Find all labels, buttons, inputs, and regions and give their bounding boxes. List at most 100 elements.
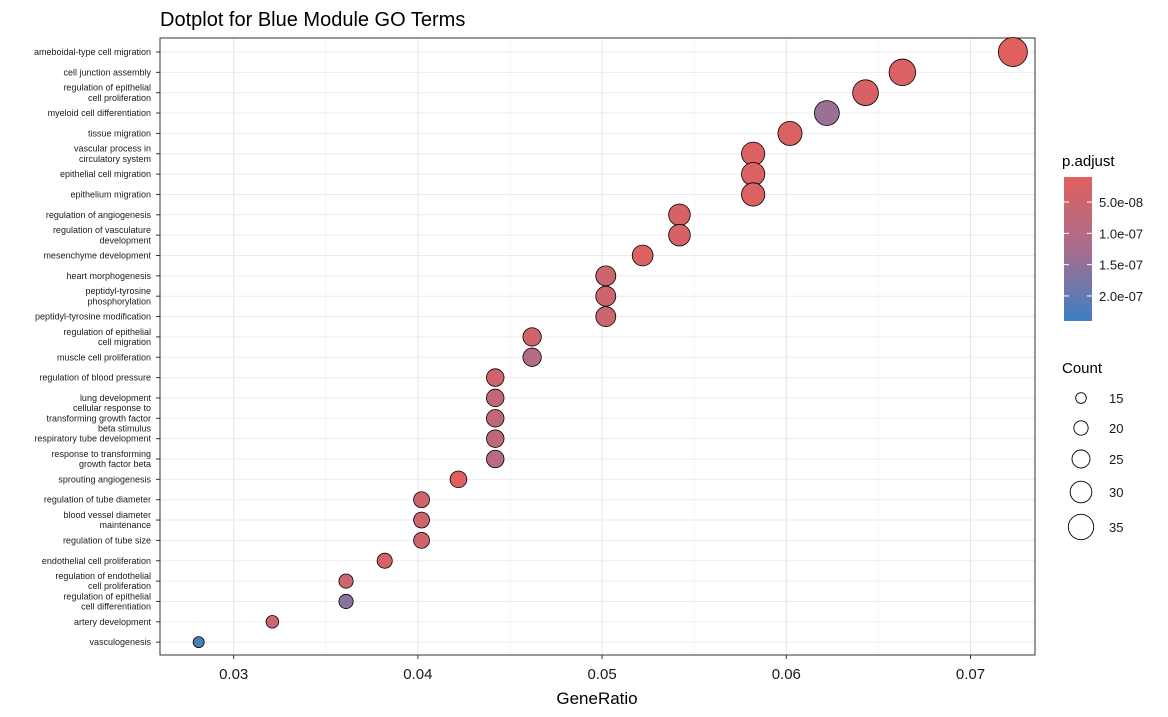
y-tick-label-line: development: [99, 235, 151, 245]
y-tick-label-line: cell junction assembly: [63, 67, 151, 77]
size-legend-circle: [1073, 420, 1089, 436]
x-axis-title: GeneRatio: [556, 689, 637, 708]
y-tick-label-line: transforming growth factor: [46, 413, 151, 423]
y-tick-label-line: regulation of epithelial: [63, 327, 151, 337]
data-point: [595, 265, 617, 287]
color-legend-label: 1.0e-07: [1099, 226, 1143, 241]
data-point: [668, 223, 691, 247]
data-point: [741, 182, 766, 207]
data-point: [338, 573, 354, 589]
y-tick-label: regulation of epithelial cell proliferati…: [63, 83, 151, 103]
data-point: [413, 511, 430, 529]
data-point: [997, 37, 1028, 67]
y-tick-label-line: heart morphogenesis: [66, 271, 151, 281]
size-legend-label: 20: [1109, 421, 1123, 436]
y-tick-label: response to transforming growth factor be…: [51, 449, 151, 469]
data-point: [486, 449, 505, 469]
y-tick-label: regulation of tube size: [63, 535, 151, 545]
y-tick-label-line: growth factor beta: [79, 459, 151, 469]
y-tick-label: mesenchyme development: [43, 251, 151, 261]
x-tick-label: 0.05: [588, 666, 617, 683]
y-tick-label-line: endothelial cell proliferation: [42, 556, 151, 566]
data-point: [595, 306, 617, 327]
y-tick-label-line: phosphorylation: [87, 296, 151, 306]
color-legend-ticks: 5.0e-08 1.0e-07 1.5e-07 2.0e-07: [1064, 195, 1143, 304]
y-tick-label: regulation of endothelial cell proliferat…: [55, 571, 151, 591]
y-tick-label-line: cell migration: [98, 337, 151, 347]
y-tick-label-line: maintenance: [99, 520, 151, 530]
y-tick-label: muscle cell proliferation: [57, 352, 151, 362]
y-tick-label: vasculogenesis: [89, 637, 151, 647]
data-point: [631, 244, 654, 267]
size-legend: Count 15 20 25 30 35: [1062, 360, 1123, 541]
y-tick-label: tissue migration: [88, 128, 151, 138]
size-legend-title: Count: [1062, 360, 1103, 377]
size-legend-circle: [1075, 392, 1087, 404]
y-tick-label-line: sprouting angiogenesis: [58, 474, 151, 484]
data-point: [413, 532, 430, 549]
y-tick-label-line: muscle cell proliferation: [57, 352, 151, 362]
size-legend-label: 35: [1109, 520, 1123, 535]
plot-panel-border: [159, 37, 1036, 656]
y-tick-label: artery development: [74, 617, 152, 627]
data-point: [522, 347, 542, 367]
y-tick-label: lung development: [80, 393, 152, 403]
x-axis-ticks: 0.03 0.04 0.05 0.06 0.07: [219, 655, 985, 683]
color-legend-bar: [1064, 177, 1092, 321]
y-tick-label-line: regulation of tube diameter: [44, 495, 151, 505]
y-tick-label: ameboidal-type cell migration: [34, 47, 151, 57]
y-tick-label-line: cellular response to: [73, 403, 151, 413]
x-tick-label: 0.04: [403, 666, 432, 683]
y-tick-label-line: regulation of epithelial: [63, 591, 151, 601]
y-tick-label: sprouting angiogenesis: [58, 474, 151, 484]
data-point: [522, 327, 542, 347]
chart-title: Dotplot for Blue Module GO Terms: [160, 9, 465, 31]
color-legend-label: 1.5e-07: [1099, 258, 1143, 273]
data-point: [265, 615, 280, 629]
data-point: [852, 79, 879, 106]
color-legend: p.adjust 5.0e-08 1.0e-07 1.5e-07 2.0e-07: [1062, 153, 1143, 321]
data-point: [413, 491, 430, 509]
y-tick-label-line: ameboidal-type cell migration: [34, 47, 151, 57]
y-tick-label: regulation of epithelial cell differentia…: [63, 591, 151, 611]
y-tick-label-line: regulation of epithelial: [63, 83, 151, 93]
y-tick-label: endothelial cell proliferation: [42, 556, 151, 566]
data-point: [486, 409, 505, 428]
y-tick-label-line: lung development: [80, 393, 152, 403]
y-tick-label-line: epithelial cell migration: [60, 169, 151, 179]
y-tick-label-line: regulation of tube size: [63, 535, 151, 545]
y-tick-label-line: epithelium migration: [70, 189, 151, 199]
points-layer: [192, 37, 1028, 649]
color-legend-title: p.adjust: [1062, 153, 1115, 170]
y-tick-label-line: myeloid cell differentiation: [48, 108, 151, 118]
y-tick-label: cell junction assembly: [63, 67, 151, 77]
data-point: [813, 100, 840, 126]
y-tick-label: regulation of angiogenesis: [46, 210, 152, 220]
y-tick-label-line: cell proliferation: [88, 581, 151, 591]
x-tick-label: 0.06: [772, 666, 801, 683]
y-tick-label: regulation of vasculature development: [53, 225, 152, 245]
y-tick-label-line: mesenchyme development: [43, 251, 151, 261]
data-point: [777, 120, 803, 146]
y-tick-label: cellular response to transforming growth …: [46, 403, 151, 433]
y-tick-label: heart morphogenesis: [66, 271, 151, 281]
y-tick-label: peptidyl-tyrosine modification: [35, 312, 151, 322]
data-point: [595, 285, 617, 307]
y-tick-label-line: beta stimulus: [98, 424, 152, 434]
grid-layer: [160, 38, 1035, 655]
y-tick-label: blood vessel diameter maintenance: [63, 510, 151, 530]
y-tick-label: regulation of epithelial cell migration: [63, 327, 151, 347]
y-tick-label-line: regulation of angiogenesis: [46, 210, 152, 220]
y-tick-label-line: regulation of blood pressure: [39, 373, 151, 383]
y-tick-label: epithelial cell migration: [60, 169, 151, 179]
y-tick-label-line: peptidyl-tyrosine: [85, 286, 151, 296]
y-tick-label-line: response to transforming: [51, 449, 151, 459]
size-legend-circle: [1069, 480, 1093, 504]
size-legend-label: 30: [1109, 485, 1123, 500]
y-tick-label: regulation of tube diameter: [44, 495, 151, 505]
size-legend-circle: [1071, 449, 1091, 469]
y-tick-label-line: vasculogenesis: [89, 637, 151, 647]
data-point: [888, 58, 917, 87]
data-point: [741, 162, 766, 187]
x-tick-label: 0.07: [956, 666, 985, 683]
